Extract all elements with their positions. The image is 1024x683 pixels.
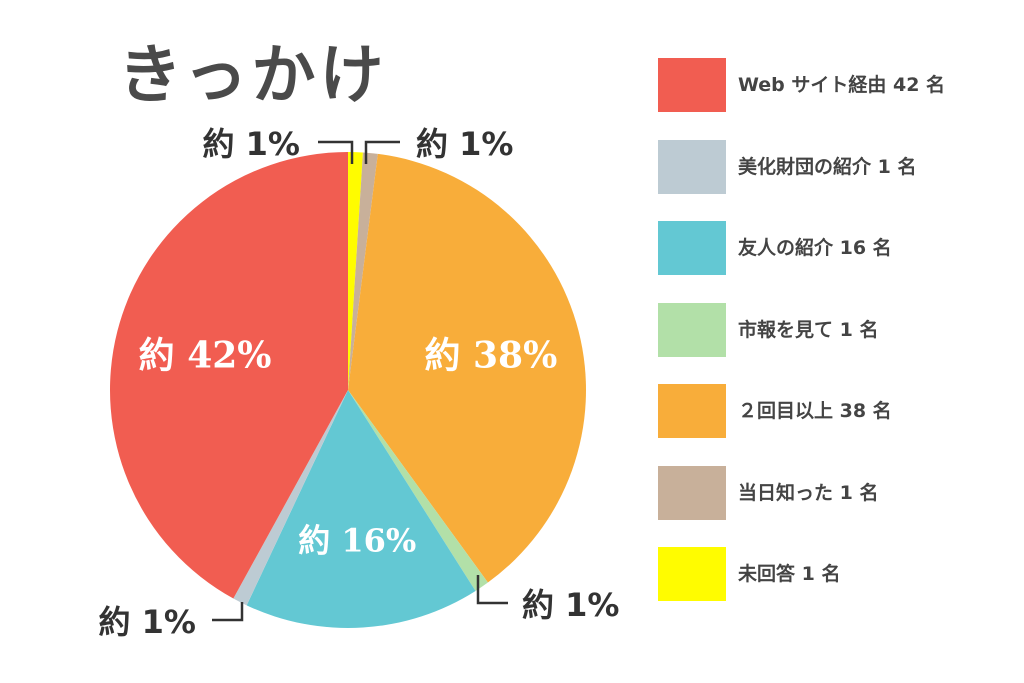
legend-item: 市報を見て 1 名 [658, 302, 1018, 357]
legend-label: 未回答 1 名 [738, 563, 841, 585]
pie-slice [348, 390, 488, 591]
legend-swatch [658, 58, 726, 112]
legend-swatch [658, 302, 726, 357]
legend-item: 未回答 1 名 [658, 547, 1018, 601]
pie-slice [246, 390, 476, 629]
pie-slice [348, 152, 363, 390]
legend-label: 当日知った 1 名 [738, 481, 879, 504]
slice-percent-labels: 約 38% 約 16% 約 42% [139, 334, 558, 559]
legend-item: 当日知った 1 名 [658, 465, 1018, 520]
legend-item: ２回目以上 38 名 [658, 384, 1018, 438]
legend-label: Web サイト経由 42 名 [738, 74, 946, 96]
legend-swatch [658, 139, 726, 194]
legend-swatch [658, 465, 726, 520]
legend-swatch [658, 221, 726, 275]
legend-item: 美化財団の紹介 1 名 [658, 139, 1018, 194]
legend-label: 友人の紹介 16 名 [738, 237, 892, 259]
chart-title: きっかけ [118, 39, 388, 113]
legend-swatch [658, 384, 726, 438]
pie-slice [233, 390, 348, 606]
legend-label: 市報を見て 1 名 [738, 318, 879, 341]
pie-slices [109, 152, 586, 629]
slice-percent-label: 約 42% [139, 334, 272, 376]
legend-item: 友人の紹介 16 名 [658, 221, 1018, 275]
pie-slice [348, 152, 378, 390]
callout-leader-line [318, 140, 354, 164]
small-slice-callouts: 約 1% 約 1% 約 1% 約 1% [99, 125, 620, 641]
pie-slice [348, 153, 586, 583]
slice-callout-label: 約 1% [99, 603, 196, 641]
callout-leader-line [476, 575, 508, 605]
slice-percent-label: 約 38% [424, 334, 557, 376]
slice-callout-label: 約 1% [522, 586, 619, 624]
legend-label: 美化財団の紹介 1 名 [738, 155, 917, 178]
legend-label: ２回目以上 38 名 [738, 400, 892, 422]
slice-callout-label: 約 1% [416, 125, 513, 163]
legend-item: Web サイト経由 42 名 [658, 58, 1018, 112]
pie-slice [109, 152, 348, 599]
legend-swatch [658, 547, 726, 601]
slice-callout-label: 約 1% [203, 125, 300, 163]
slice-percent-label: 約 16% [298, 521, 416, 559]
callout-leader-line [212, 602, 244, 622]
callout-leader-line [364, 140, 400, 164]
